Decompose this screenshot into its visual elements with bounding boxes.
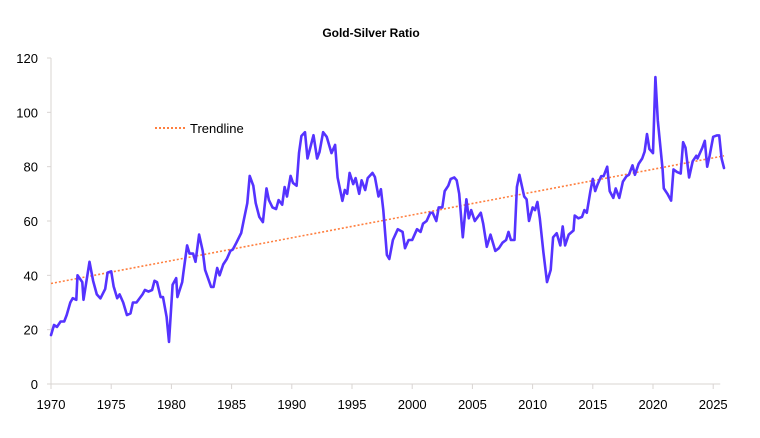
axes: 0 20 40 60 80 100 120 1970 1975 1980 1985 1990 1995 2… (16, 51, 727, 412)
y-tick-label: 60 (24, 214, 38, 229)
x-tick-label: 1975 (97, 397, 126, 412)
series-line-gold-silver-ratio (49, 75, 726, 344)
x-tick-label: 1990 (277, 397, 306, 412)
y-tick-label: 100 (16, 105, 38, 120)
chart-title: Gold-Silver Ratio (322, 26, 419, 40)
y-tick-label: 0 (31, 377, 38, 392)
x-tick-label: 1970 (37, 397, 66, 412)
x-tick-label: 2020 (639, 397, 668, 412)
legend-trendline-label: Trendline (190, 121, 244, 136)
trendline-layer (50, 155, 725, 285)
y-tick-label: 40 (24, 268, 38, 283)
x-tick-label: 1995 (338, 397, 367, 412)
series-layer (49, 75, 726, 344)
x-tick-label: 2015 (578, 397, 607, 412)
y-tick-label: 120 (16, 51, 38, 66)
x-tick-label: 2025 (699, 397, 728, 412)
x-tick-label: 1980 (157, 397, 186, 412)
y-tick-label: 20 (24, 323, 38, 338)
legend: Trendline (155, 121, 244, 136)
x-tick-label: 2000 (398, 397, 427, 412)
x-tick-label: 2010 (518, 397, 547, 412)
y-tick-label: 80 (24, 160, 38, 175)
x-tick-label: 2005 (458, 397, 487, 412)
x-tick-label: 1985 (217, 397, 246, 412)
trendline (50, 155, 725, 285)
